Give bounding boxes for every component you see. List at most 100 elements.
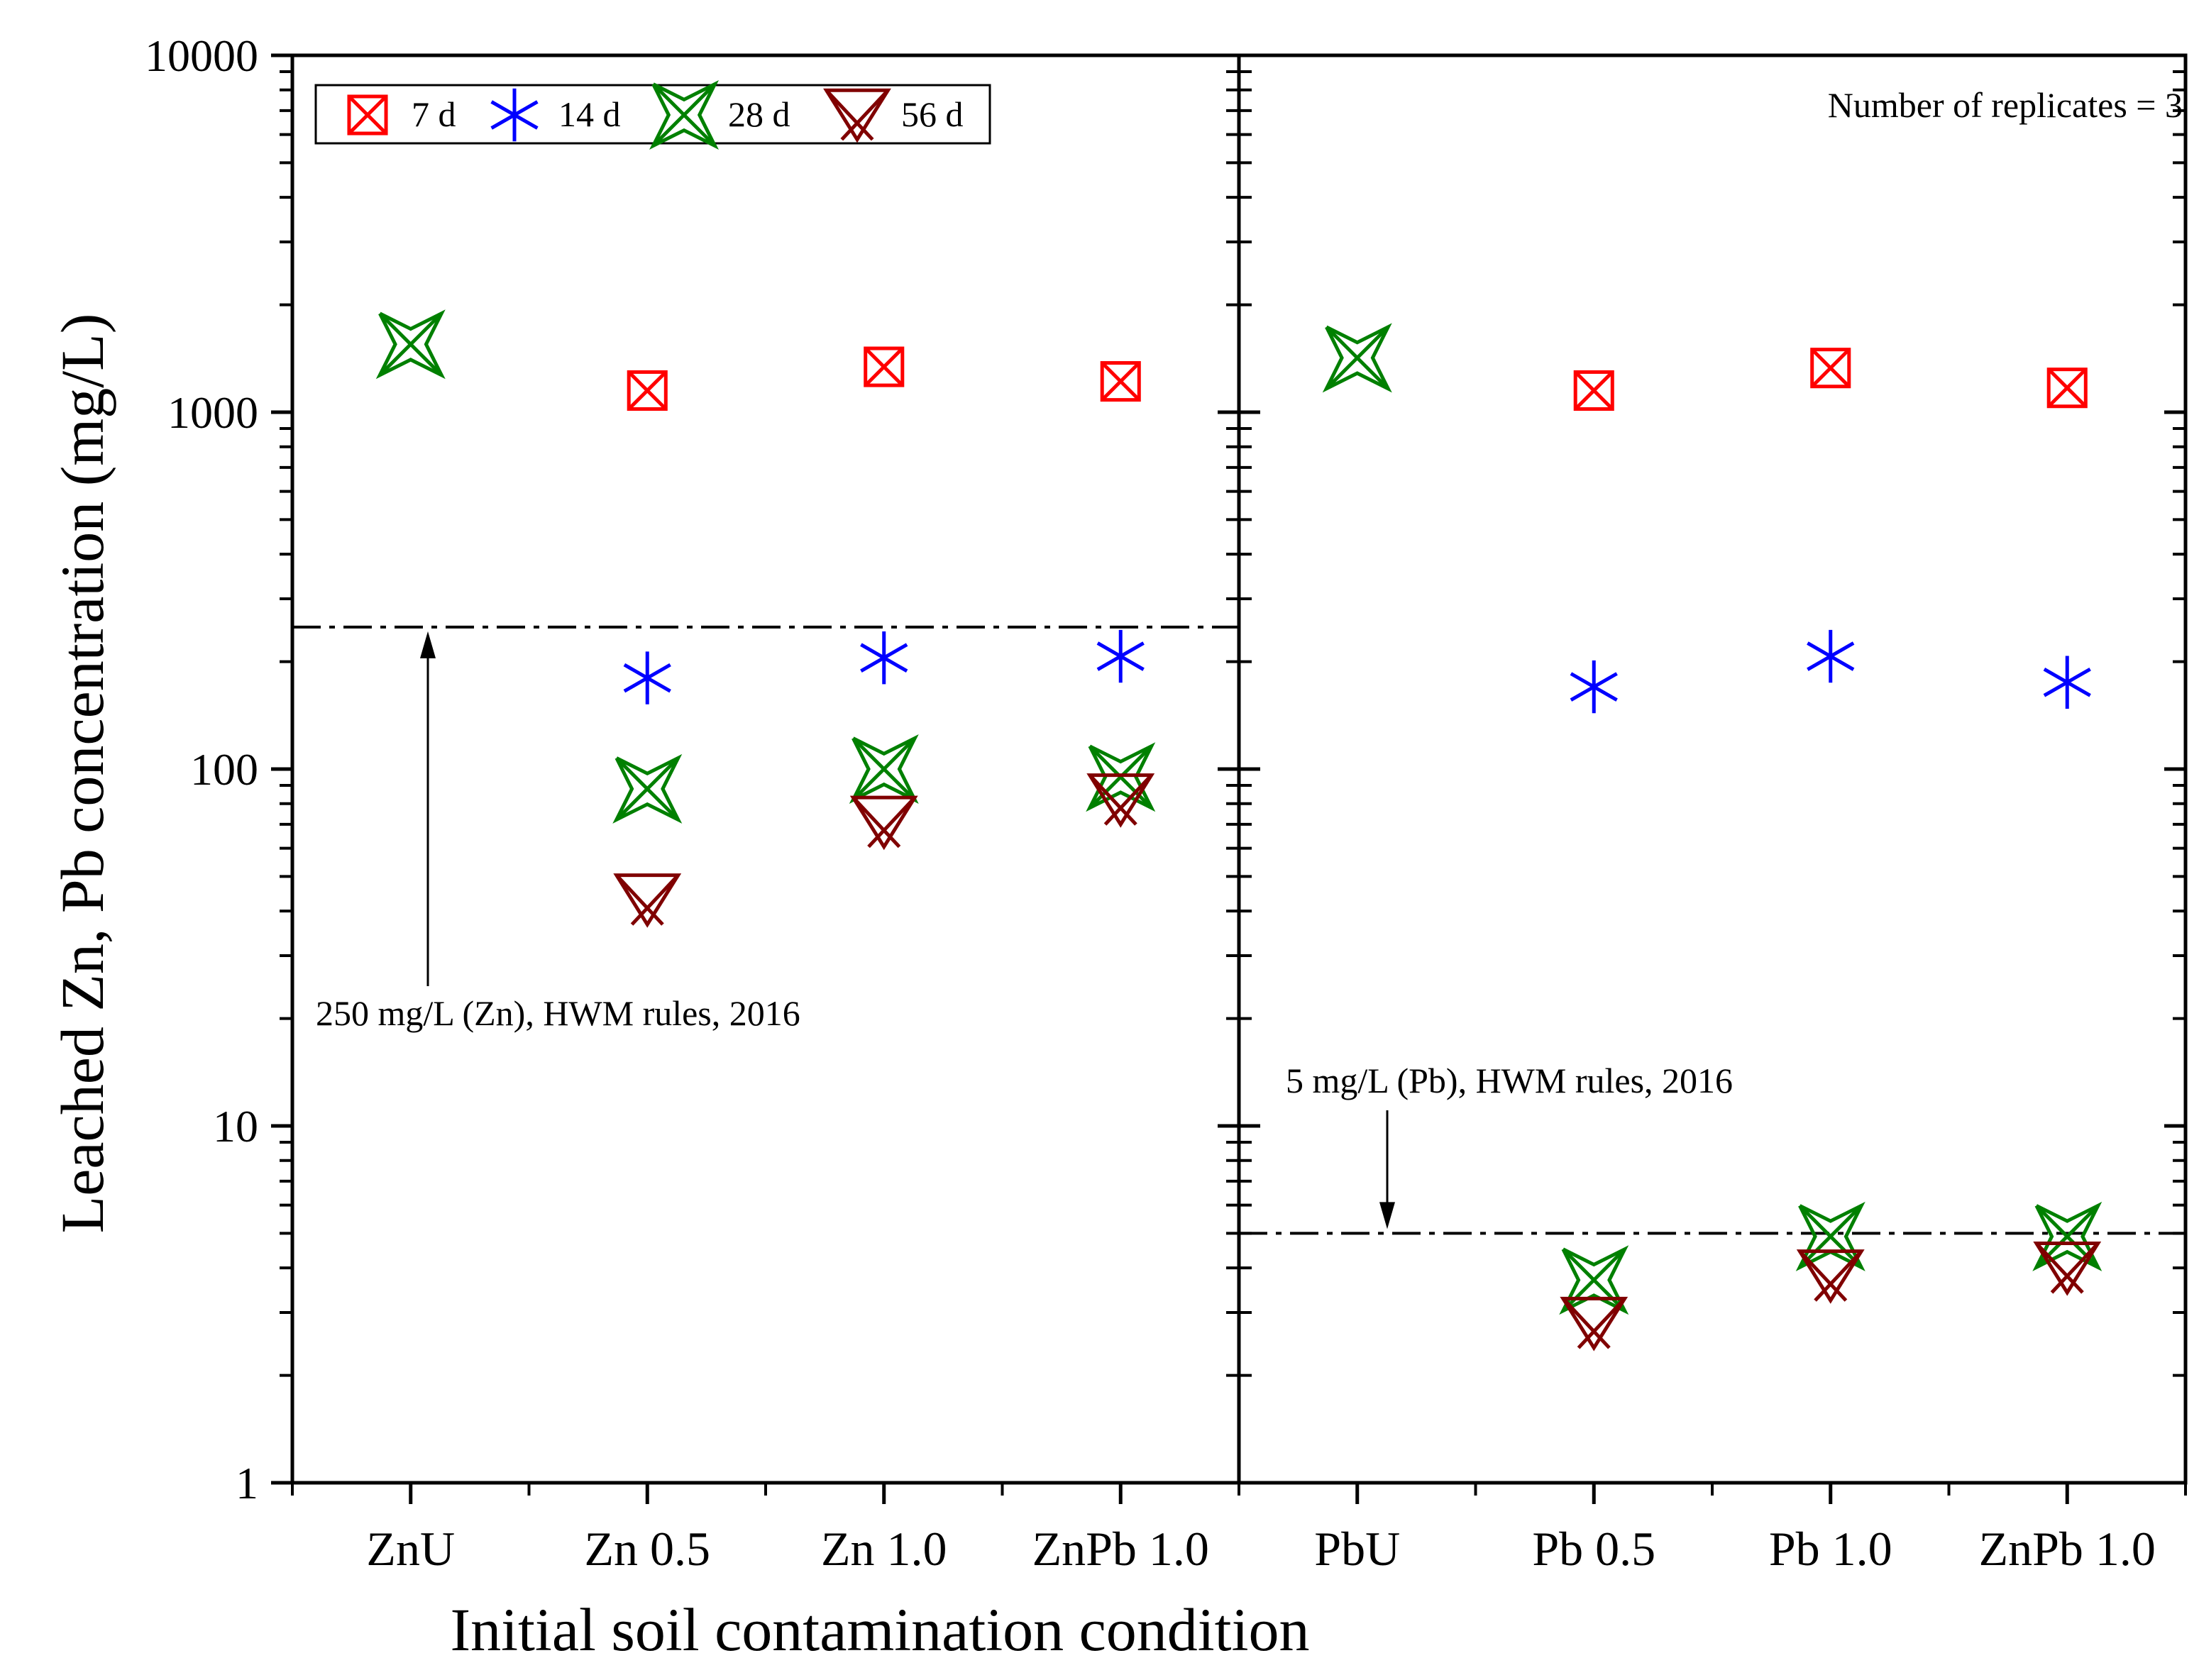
marker-7d-Pb0_5-5 bbox=[1573, 370, 1614, 411]
marker-7d-ZnPb1_0-3 bbox=[1100, 361, 1141, 402]
marker-28d-Zn1_0-2 bbox=[849, 734, 919, 804]
marker-28d-Pb0_5-5 bbox=[1559, 1245, 1629, 1315]
legend-label: 14 d bbox=[558, 94, 621, 134]
x-tick-label: Zn 0.5 bbox=[584, 1522, 710, 1576]
legend-marker-56d-tri bbox=[823, 88, 891, 143]
y-tick-label: 1000 bbox=[167, 387, 258, 438]
marker-7d-ZnPb1_0-7-diag bbox=[2047, 368, 2088, 408]
x-tick-label: Pb 1.0 bbox=[1769, 1522, 1892, 1576]
marker-7d-Zn0_5-1-box bbox=[627, 370, 668, 411]
marker-7d-Zn1_0-2-box bbox=[864, 346, 905, 387]
marker-7d-Zn0_5-1-diag bbox=[627, 370, 668, 411]
reference-arrow-head bbox=[420, 631, 436, 658]
legend-marker-56d-diag bbox=[825, 89, 874, 141]
marker-14d-Zn1_0-2 bbox=[860, 631, 908, 685]
marker-14d-Pb0_5-5 bbox=[1570, 660, 1618, 714]
legend-marker-28d bbox=[649, 80, 719, 150]
legend-marker-7d-diag bbox=[348, 95, 387, 135]
marker-7d-Pb1_0-6 bbox=[1810, 348, 1851, 389]
x-tick-label: Pb 0.5 bbox=[1532, 1522, 1655, 1576]
marker-14d-ZnPb1_0-7-stroke bbox=[2043, 667, 2091, 697]
y-tick-label: 10000 bbox=[145, 31, 258, 81]
legend-marker-14d bbox=[490, 88, 539, 142]
data-markers bbox=[375, 309, 2102, 1352]
marker-7d-ZnPb1_0-3-diag bbox=[1101, 361, 1141, 402]
marker-28d-PbU-4-diag bbox=[1325, 326, 1389, 390]
legend: 7 d 14 d 28 d 56 d bbox=[314, 80, 991, 150]
marker-28d-Pb1_0-6-diag bbox=[1798, 1204, 1863, 1269]
legend-label: 7 d bbox=[412, 94, 456, 134]
marker-56d-Pb0_5-5 bbox=[1560, 1296, 1628, 1352]
marker-7d-Zn0_5-1 bbox=[627, 370, 668, 411]
marker-28d-Pb1_0-6 bbox=[1795, 1201, 1865, 1271]
ticks: 1 10 100 1000 10000 ZnU Zn 0.5 Zn 1.0 ZnPb 1.0 Pb… bbox=[145, 31, 2187, 1576]
reference-arrow-head bbox=[1379, 1202, 1395, 1229]
legend-marker-7d bbox=[347, 94, 388, 136]
legend-marker-14d-stroke bbox=[490, 100, 539, 130]
reference-label: 250 mg/L (Zn), HWM rules, 2016 bbox=[316, 993, 800, 1033]
marker-14d-Pb1_0-6 bbox=[1807, 629, 1855, 683]
marker-7d-ZnPb1_0-7 bbox=[2046, 368, 2088, 409]
legend-marker-28d-diag bbox=[651, 82, 717, 148]
marker-56d-Zn1_0-2 bbox=[849, 795, 918, 851]
marker-56d-Zn0_5-1-diag bbox=[615, 873, 664, 926]
y-tick-label: 100 bbox=[190, 744, 258, 795]
marker-28d-Zn0_5-1 bbox=[612, 753, 683, 824]
legend-label: 28 d bbox=[728, 94, 790, 134]
marker-56d-Pb0_5-5-diag bbox=[1562, 1297, 1611, 1349]
marker-56d-Zn0_5-1-diag bbox=[630, 873, 680, 926]
legend-label: 56 d bbox=[901, 94, 964, 134]
x-tick-label: ZnPb 1.0 bbox=[1979, 1522, 2156, 1576]
marker-14d-ZnPb1_0-3-stroke bbox=[1096, 641, 1145, 671]
marker-7d-Pb1_0-6-box bbox=[1810, 348, 1851, 389]
marker-28d-Zn0_5-1-diag bbox=[615, 756, 680, 822]
marker-56d-Zn1_0-2-diag bbox=[852, 796, 901, 849]
legend-marker-56d bbox=[823, 88, 891, 143]
marker-56d-Pb1_0-6-diag bbox=[1814, 1249, 1863, 1302]
y-tick-label: 1 bbox=[236, 1458, 258, 1508]
marker-56d-Zn0_5-1 bbox=[613, 873, 682, 928]
legend-marker-7d-box bbox=[347, 94, 388, 136]
x-tick-label: ZnU bbox=[366, 1522, 455, 1576]
marker-56d-Pb0_5-5-tri bbox=[1560, 1296, 1628, 1352]
marker-56d-Pb1_0-6-diag bbox=[1798, 1249, 1848, 1302]
marker-28d-Zn1_0-2-diag bbox=[852, 736, 916, 802]
marker-56d-ZnPb1_0-3-diag bbox=[1103, 773, 1153, 826]
marker-28d-ZnPb1_0-3-diag bbox=[1089, 745, 1153, 809]
marker-56d-Pb1_0-6-tri bbox=[1796, 1249, 1865, 1304]
marker-56d-Zn1_0-2-tri bbox=[849, 795, 918, 851]
marker-7d-Pb0_5-5-diag bbox=[1574, 370, 1614, 411]
reference-lines: 250 mg/L (Zn), HWM rules, 2016 5 mg/L (Pb… bbox=[292, 625, 2186, 1235]
marker-56d-ZnPb1_0-7-tri bbox=[2033, 1241, 2102, 1296]
marker-14d-Pb1_0-6-stroke bbox=[1807, 641, 1855, 671]
marker-56d-ZnPb1_0-7 bbox=[2033, 1241, 2102, 1296]
marker-14d-Pb0_5-5-stroke bbox=[1570, 672, 1618, 702]
marker-7d-Zn1_0-2 bbox=[864, 346, 905, 387]
marker-14d-Zn0_5-1-stroke bbox=[623, 663, 671, 693]
marker-28d-Pb0_5-5-diag bbox=[1562, 1248, 1626, 1312]
marker-28d-PbU-4 bbox=[1322, 323, 1392, 393]
marker-7d-Zn1_0-2-diag bbox=[864, 347, 904, 387]
marker-56d-ZnPb1_0-3-tri bbox=[1086, 773, 1155, 828]
marker-56d-Zn0_5-1-tri bbox=[613, 873, 682, 928]
x-tick-label: PbU bbox=[1314, 1522, 1400, 1576]
marker-14d-Zn1_0-2-stroke bbox=[860, 643, 908, 673]
marker-14d-ZnPb1_0-7 bbox=[2043, 656, 2091, 709]
marker-56d-ZnPb1_0-3-diag bbox=[1089, 773, 1137, 826]
x-tick-label: ZnPb 1.0 bbox=[1032, 1522, 1209, 1576]
marker-56d-ZnPb1_0-3 bbox=[1086, 773, 1155, 828]
marker-7d-ZnPb1_0-7-box bbox=[2046, 368, 2088, 409]
marker-56d-Zn1_0-2-diag bbox=[867, 796, 916, 849]
marker-56d-ZnPb1_0-7-diag bbox=[2050, 1242, 2100, 1294]
reference-label: 5 mg/L (Pb), HWM rules, 2016 bbox=[1286, 1061, 1733, 1100]
x-axis-label: Initial soil contamination condition bbox=[451, 1596, 1310, 1664]
marker-28d-ZnU-0 bbox=[375, 309, 446, 380]
marker-56d-Pb1_0-6 bbox=[1796, 1249, 1865, 1304]
marker-56d-Pb0_5-5-diag bbox=[1577, 1297, 1626, 1349]
x-tick-label: Zn 1.0 bbox=[821, 1522, 947, 1576]
marker-28d-ZnPb1_0-3 bbox=[1086, 742, 1156, 812]
marker-28d-ZnU-0-diag bbox=[378, 312, 443, 377]
y-tick-label: 10 bbox=[213, 1101, 258, 1151]
replicates-annotation: Number of replicates = 3 bbox=[1828, 85, 2183, 125]
